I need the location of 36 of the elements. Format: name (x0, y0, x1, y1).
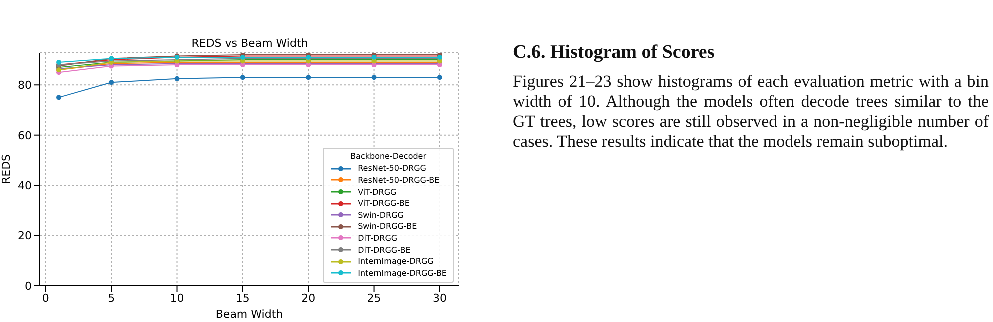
y-tick-label: 80 (18, 79, 32, 92)
x-tick-label: 20 (302, 292, 316, 305)
y-tick-label: 0 (25, 280, 32, 293)
text: Figures 21–23 show histograms of each evaluation metric with a bin width of 10. Although the models often decode trees similar to the GT trees, low scores are still observed in a non-negligible number of cases. These results indicate that the models remain suboptimal. (513, 72, 989, 152)
legend-label: Swin-DRGG (358, 210, 404, 220)
legend-label: Swin-DRGG-BE (358, 222, 418, 232)
legend-label: ViT-DRGG (358, 188, 397, 197)
x-tick-label: 25 (367, 292, 382, 305)
y-axis-title: REDS (0, 154, 13, 185)
x-axis-title: Beam Width (216, 308, 284, 321)
x-tick-label: 0 (42, 292, 50, 305)
legend-title: Backbone-Decoder (350, 152, 428, 162)
text: C.6. Histogram of Scores (513, 42, 716, 64)
x-tick-label: 15 (236, 292, 250, 305)
point (240, 75, 246, 80)
legend-label: ResNet-50-DRGG (358, 164, 426, 174)
legend-label: ResNet-50-DRGG-BE (358, 176, 440, 185)
x-tick-label: 5 (108, 292, 116, 305)
point (109, 80, 114, 86)
legend-label: InternImage-DRGG-BE (358, 268, 447, 278)
point (56, 60, 62, 66)
legend-label: InternImage-DRGG (358, 257, 434, 266)
y-tick-label: 20 (18, 230, 32, 243)
point (437, 75, 442, 80)
x-tick-label: 30 (432, 292, 447, 305)
point (306, 75, 312, 80)
legend-label: DiT-DRGG (358, 234, 398, 243)
chart-title: REDS vs Beam Width (190, 37, 310, 50)
legend-label: ViT-DRGG-BE (358, 199, 410, 208)
y-tick-label: 40 (18, 179, 32, 192)
x-tick-label: 10 (170, 292, 184, 305)
legend-label: DiT-DRGG-BE (358, 246, 411, 255)
point (56, 95, 62, 100)
point (372, 75, 377, 80)
point (174, 76, 180, 82)
y-tick-label: 60 (18, 129, 32, 142)
